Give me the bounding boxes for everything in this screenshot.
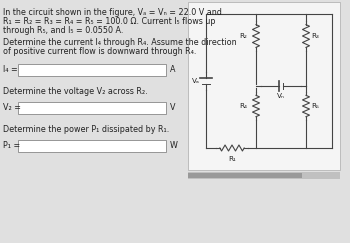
Text: R₂: R₂ <box>239 33 247 39</box>
Bar <box>188 173 302 178</box>
Text: Determine the voltage V₂ across R₂.: Determine the voltage V₂ across R₂. <box>3 87 148 96</box>
Text: V₂ =: V₂ = <box>3 103 21 112</box>
Text: I₄ =: I₄ = <box>3 65 18 74</box>
Bar <box>18 140 166 152</box>
Text: V: V <box>170 103 175 112</box>
Text: R₅: R₅ <box>311 103 319 109</box>
Text: Vₐ: Vₐ <box>192 78 200 84</box>
Bar <box>18 64 166 76</box>
Text: R₃: R₃ <box>311 33 319 39</box>
Text: R₁ = R₂ = R₃ = R₄ = R₅ = 100.0 Ω. Current I₅ flows up: R₁ = R₂ = R₃ = R₄ = R₅ = 100.0 Ω. Curren… <box>3 17 216 26</box>
Text: R₄: R₄ <box>239 103 247 109</box>
Text: A: A <box>170 65 175 74</box>
Text: through R₅, and I₅ = 0.0550 A.: through R₅, and I₅ = 0.0550 A. <box>3 26 123 35</box>
Text: R₁: R₁ <box>228 156 236 162</box>
Bar <box>188 172 340 179</box>
Text: W: W <box>170 141 178 150</box>
Text: P₁ =: P₁ = <box>3 141 20 150</box>
Text: In the circuit shown in the figure, Vₐ = Vₙ = 22.0 V and: In the circuit shown in the figure, Vₐ =… <box>3 8 222 17</box>
Bar <box>188 2 340 170</box>
Text: Determine the current I₄ through R₄. Assume the direction: Determine the current I₄ through R₄. Ass… <box>3 38 237 47</box>
Text: Vₙ: Vₙ <box>277 93 285 99</box>
Text: of positive current flow is downward through R₄.: of positive current flow is downward thr… <box>3 47 196 56</box>
Text: Determine the power P₁ dissipated by R₁.: Determine the power P₁ dissipated by R₁. <box>3 125 169 134</box>
Bar <box>18 102 166 114</box>
